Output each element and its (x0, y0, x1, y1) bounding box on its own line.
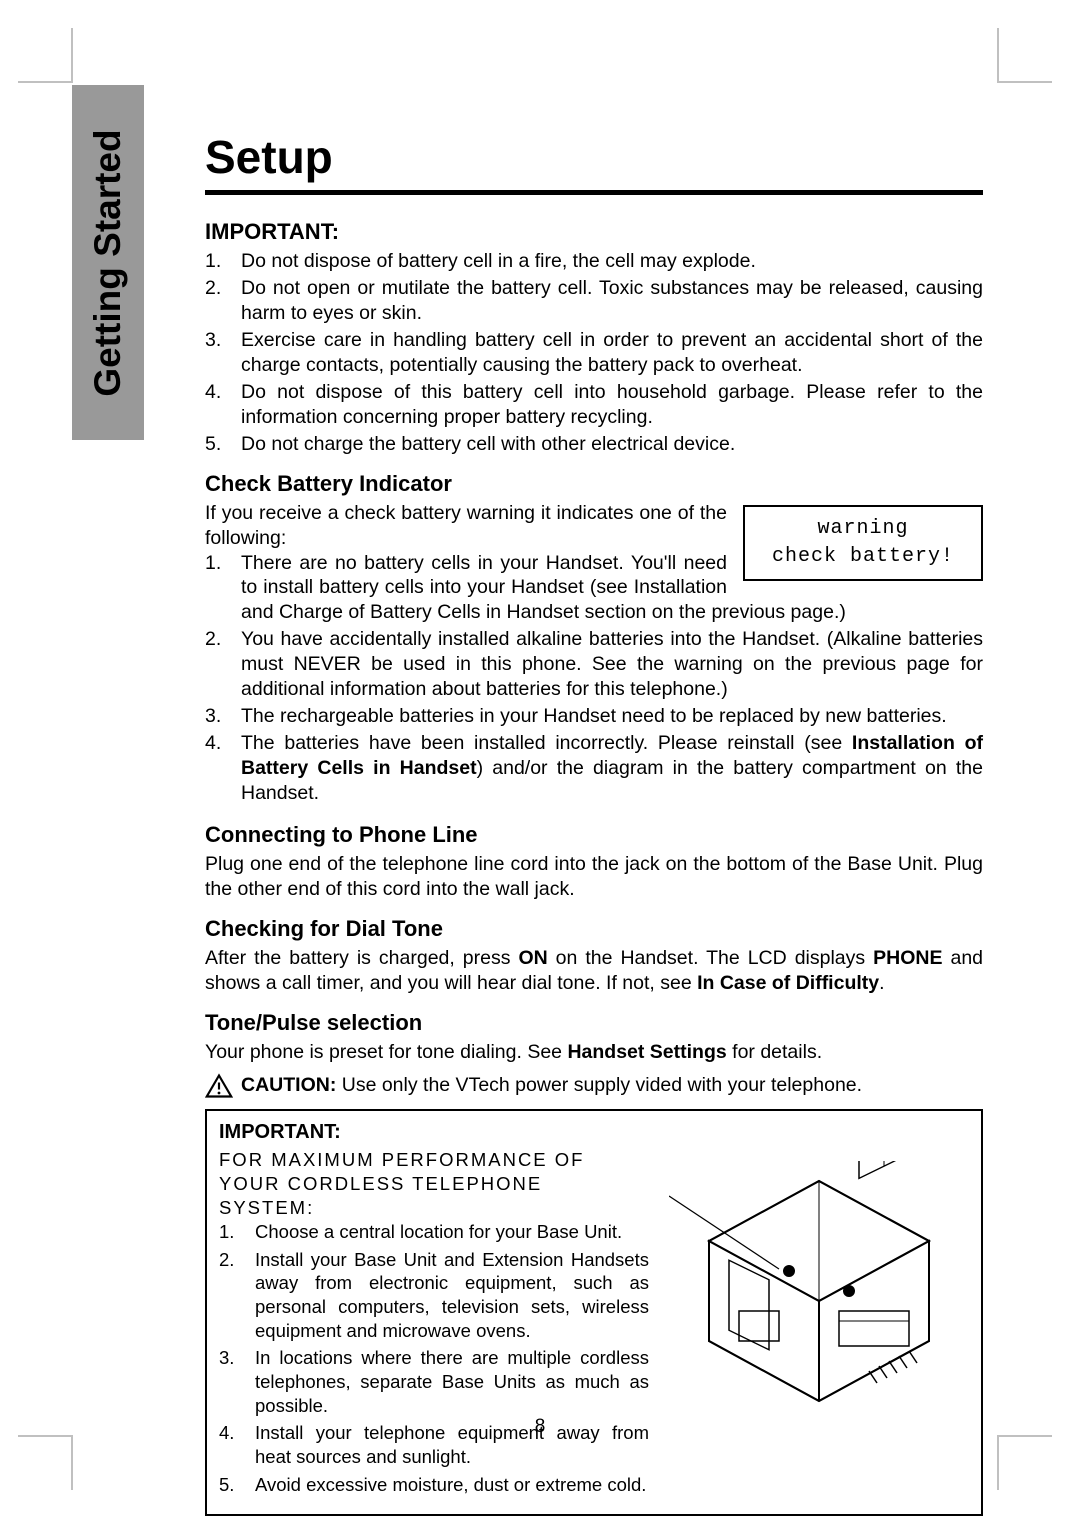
dialtone-body: After the battery is charged, press ON o… (205, 946, 983, 996)
list-item: There are no battery cells in your Hands… (205, 551, 983, 626)
tonepulse-body: Your phone is preset for tone dialing. S… (205, 1040, 983, 1065)
crop-mark-bottom-left (18, 1435, 73, 1490)
list-item: Do not dispose of battery cell in a fire… (205, 249, 983, 274)
performance-box: IMPORTANT: FOR MAXIMUM PERFORMANCE OF YO… (205, 1109, 983, 1517)
list-item: Do not dispose of this battery cell into… (205, 380, 983, 430)
bold-text: PHONE (873, 947, 942, 969)
performance-heading: IMPORTANT: (219, 1121, 969, 1144)
dialtone-heading: Checking for Dial Tone (205, 916, 983, 942)
important-list: Do not dispose of battery cell in a fire… (205, 249, 983, 457)
crop-mark-top-right (997, 28, 1052, 83)
text: . (879, 972, 884, 994)
list-item: In locations where there are multiple co… (219, 1346, 649, 1417)
check-battery-list: There are no battery cells in your Hands… (205, 551, 983, 807)
text: After the battery is charged, press (205, 947, 518, 969)
list-item: Avoid excessive moisture, dust or extrem… (219, 1473, 649, 1497)
list-item: Do not charge the battery cell with othe… (205, 432, 983, 457)
tonepulse-heading: Tone/Pulse selection (205, 1010, 983, 1036)
list-item: Install your Base Unit and Extension Han… (219, 1248, 649, 1343)
connecting-heading: Connecting to Phone Line (205, 822, 983, 848)
lcd-line: warning (751, 515, 975, 543)
text: Your phone is preset for tone dialing. S… (205, 1041, 567, 1063)
performance-intro: FOR MAXIMUM PERFORMANCE OF YOUR CORDLESS… (219, 1148, 629, 1220)
list-item: Exercise care in handling battery cell i… (205, 328, 983, 378)
bold-text: In Case of Difficulty (697, 972, 879, 994)
list-item: You have accidentally installed alkaline… (205, 627, 983, 702)
text: for details. (727, 1041, 822, 1063)
important-heading: IMPORTANT: (205, 219, 983, 245)
room-diagram-icon (669, 1161, 969, 1411)
caution-text: CAUTION: Use only the VTech power supply… (241, 1074, 862, 1097)
crop-mark-top-left (18, 28, 73, 83)
title-rule (205, 190, 983, 195)
page-content: Setup IMPORTANT: Do not dispose of batte… (205, 130, 983, 1516)
page-title: Setup (205, 130, 983, 184)
text: Use only the VTech power supply vided wi… (336, 1074, 862, 1096)
bold-text: ON (518, 947, 547, 969)
list-item: The batteries have been installed incorr… (205, 731, 983, 806)
caution-label: CAUTION: (241, 1074, 336, 1096)
crop-mark-bottom-right (997, 1435, 1052, 1490)
section-tab-label: Getting Started (87, 129, 129, 396)
warning-triangle-icon (205, 1073, 233, 1099)
list-item: Do not open or mutilate the battery cell… (205, 276, 983, 326)
text: on the Handset. The LCD displays (548, 947, 873, 969)
list-item: The rechargeable batteries in your Hands… (205, 704, 983, 729)
check-battery-heading: Check Battery Indicator (205, 471, 983, 497)
page-number: 8 (0, 1416, 1080, 1438)
connecting-body: Plug one end of the telephone line cord … (205, 852, 983, 902)
section-tab: Getting Started (72, 85, 144, 440)
caution-row: CAUTION: Use only the VTech power supply… (205, 1073, 983, 1099)
text: The batteries have been installed incorr… (241, 732, 852, 754)
list-item: Choose a central location for your Base … (219, 1220, 649, 1244)
bold-text: Handset Settings (567, 1041, 726, 1063)
